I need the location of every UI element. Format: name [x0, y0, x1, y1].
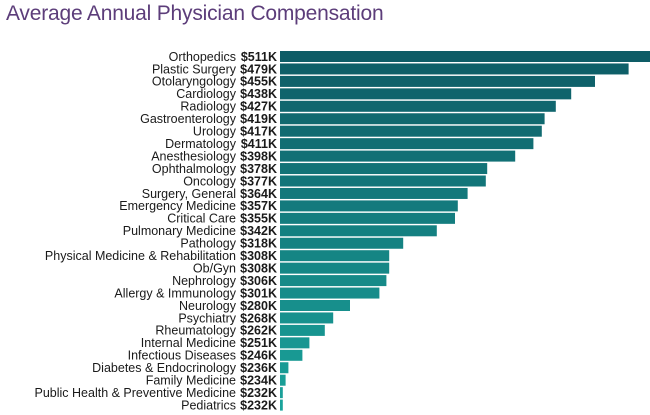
value-label: $455K [240, 75, 277, 89]
bar [280, 337, 310, 349]
category-label: Physical Medicine & Rehabilitation [45, 249, 236, 263]
bar [280, 324, 325, 336]
value-label: $377K [240, 174, 277, 188]
bar [280, 312, 334, 324]
value-label: $511K [241, 50, 277, 64]
value-label: $398K [240, 149, 277, 163]
category-label: Nephrology [172, 274, 237, 288]
value-label: $262K [240, 324, 277, 338]
value-label: $427K [240, 100, 277, 114]
value-label: $479K [240, 62, 277, 76]
category-label: Surgery, General [142, 187, 236, 201]
category-label: Cardiology [176, 87, 237, 101]
value-label: $246K [240, 349, 277, 363]
category-label: Pathology [180, 237, 236, 251]
value-label: $378K [240, 162, 277, 176]
category-label: Diabetes & Endocrinology [92, 361, 237, 375]
bar [280, 163, 488, 175]
bar [280, 63, 629, 75]
bar [280, 399, 283, 411]
category-label: Anesthesiology [151, 149, 237, 163]
category-label: Critical Care [167, 212, 236, 226]
category-label: Orthopedics [169, 50, 236, 64]
value-label: $419K [240, 112, 277, 126]
bar [280, 212, 455, 224]
category-label: Otolaryngology [152, 75, 237, 89]
value-label: $357K [240, 199, 277, 213]
value-label: $251K [240, 336, 277, 350]
value-label: $268K [240, 311, 277, 325]
bar [280, 387, 283, 399]
value-label: $232K [240, 386, 277, 400]
value-label: $234K [240, 374, 277, 388]
category-label: Allergy & Immunology [114, 286, 236, 300]
bar [280, 150, 516, 162]
bar [280, 113, 545, 125]
category-label: Emergency Medicine [119, 199, 236, 213]
bar [280, 138, 534, 150]
category-label: Oncology [183, 174, 237, 188]
bar [280, 125, 542, 137]
bar [280, 200, 458, 212]
bar [280, 51, 650, 62]
value-label: $411K [241, 137, 277, 151]
value-label: $308K [240, 249, 277, 263]
bar [280, 349, 303, 361]
bar [280, 175, 486, 187]
category-label: Psychiatry [178, 311, 236, 325]
value-label: $355K [240, 212, 277, 226]
value-label: $342K [240, 224, 277, 238]
value-label: $438K [240, 87, 277, 101]
category-label: Family Medicine [146, 374, 236, 388]
bar [280, 275, 387, 287]
value-label: $318K [240, 237, 277, 251]
category-label: Infectious Diseases [128, 349, 236, 363]
bar [280, 187, 468, 199]
bar [280, 287, 380, 299]
category-label: Radiology [180, 100, 236, 114]
bar [280, 237, 404, 249]
bar [280, 75, 595, 87]
bar [280, 262, 390, 274]
value-label: $301K [240, 286, 277, 300]
category-label: Dermatology [165, 137, 237, 151]
category-label: Public Health & Preventive Medicine [35, 386, 237, 400]
category-label: Pulmonary Medicine [123, 224, 236, 238]
value-label: $232K [240, 398, 277, 412]
bar [280, 250, 390, 262]
category-label: Ob/Gyn [193, 261, 236, 275]
category-label: Internal Medicine [141, 336, 236, 350]
category-label: Gastroenterology [140, 112, 237, 126]
value-label: $364K [240, 187, 277, 201]
bar [280, 88, 572, 100]
bar [280, 374, 286, 386]
value-label: $308K [240, 261, 277, 275]
category-label: Pediatrics [181, 398, 236, 412]
bar [280, 100, 556, 112]
value-label: $280K [240, 299, 277, 313]
category-label: Neurology [179, 299, 237, 313]
bar [280, 300, 350, 311]
bar [280, 225, 437, 237]
category-label: Urology [193, 125, 237, 139]
chart-title: Average Annual Physician Compensation [6, 2, 384, 25]
category-label: Rheumatology [155, 324, 236, 338]
category-label: Ophthalmology [152, 162, 237, 176]
value-label: $417K [240, 125, 277, 139]
value-label: $306K [240, 274, 277, 288]
category-label: Plastic Surgery [152, 62, 237, 76]
bar [280, 362, 289, 374]
value-label: $236K [240, 361, 277, 375]
